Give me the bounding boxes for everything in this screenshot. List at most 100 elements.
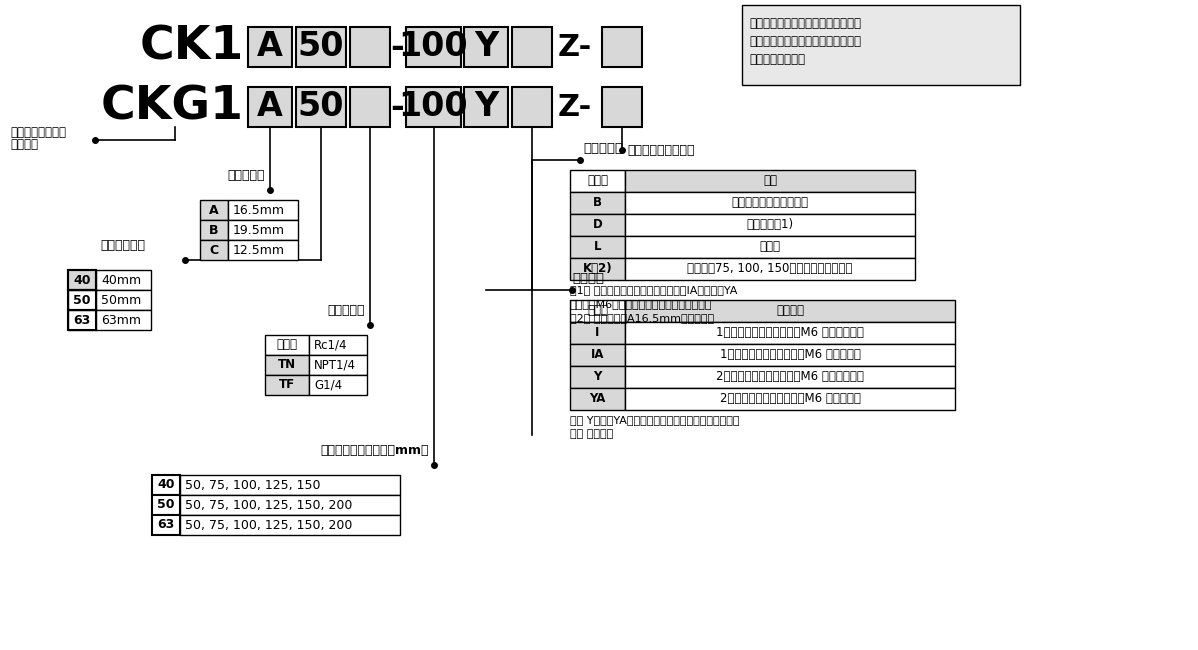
Text: ねじの種類: ねじの種類	[327, 304, 365, 317]
Text: B: B	[593, 196, 603, 209]
Bar	[96, 290, 151, 310]
Text: 1山ナックルジョイント（M6 タップ付）: 1山ナックルジョイント（M6 タップ付）	[720, 348, 860, 361]
Bar	[625, 170, 915, 192]
Bar	[464, 87, 508, 127]
Text: -: -	[391, 90, 404, 124]
Bar	[625, 236, 915, 258]
Text: 100: 100	[399, 31, 468, 64]
Text: IA: IA	[591, 348, 604, 361]
Bar	[512, 27, 552, 67]
Text: 40: 40	[157, 478, 175, 491]
Bar	[68, 310, 96, 330]
Text: 注） YおよびYAには、ナックルピン、割ピン、平座金: 注） YおよびYAには、ナックルピン、割ピン、平座金	[570, 415, 739, 425]
Bar	[296, 27, 346, 67]
Text: YA: YA	[589, 393, 606, 406]
Text: 50, 75, 100, 125, 150: 50, 75, 100, 125, 150	[184, 478, 321, 491]
Text: オートスイッチ用: オートスイッチ用	[10, 125, 66, 138]
Text: オーダーメイド仕様: オーダーメイド仕様	[627, 144, 695, 157]
Bar	[265, 355, 309, 375]
Bar	[406, 87, 461, 127]
Text: クレビス幅: クレビス幅	[228, 169, 265, 182]
Bar	[625, 300, 955, 322]
Bar	[570, 214, 625, 236]
Text: 100: 100	[399, 90, 468, 124]
Text: 標準付属: 標準付属	[570, 429, 613, 439]
Bar	[265, 335, 309, 355]
Bar	[152, 495, 180, 515]
Bar	[464, 27, 508, 67]
Text: L: L	[594, 240, 601, 254]
Text: ドグ金具注1): ドグ金具注1)	[746, 218, 793, 231]
Text: 無記号: 無記号	[587, 174, 609, 187]
Text: 63mm: 63mm	[101, 313, 141, 326]
Bar	[512, 87, 552, 127]
Text: オートスイッチ・オートスイッチ取: オートスイッチ・オートスイッチ取	[749, 17, 861, 30]
Text: 注2） クレビス幅A16.5mmのみ対応。: 注2） クレビス幅A16.5mmのみ対応。	[570, 313, 714, 323]
Text: A: A	[258, 90, 283, 124]
Text: 台座付（75, 100, 150ストローク用のみ）: 台座付（75, 100, 150ストローク用のみ）	[688, 263, 853, 276]
Bar	[248, 27, 292, 67]
Bar	[570, 258, 625, 280]
Text: -: -	[391, 31, 404, 64]
Bar	[68, 270, 96, 290]
Bar	[570, 366, 625, 388]
Text: 16.5mm: 16.5mm	[232, 203, 285, 216]
Bar	[180, 475, 400, 495]
Text: 付金具の手配につきましては下記を: 付金具の手配につきましては下記を	[749, 35, 861, 48]
Bar	[309, 335, 367, 355]
Bar	[625, 322, 955, 344]
Bar	[603, 87, 642, 127]
Text: Z-: Z-	[558, 92, 592, 122]
Bar	[96, 270, 151, 290]
Text: 12.5mm: 12.5mm	[232, 244, 285, 257]
Bar	[200, 200, 228, 220]
Bar	[68, 310, 96, 330]
Text: K注2): K注2)	[582, 263, 612, 276]
Bar	[570, 170, 625, 192]
Text: 50, 75, 100, 125, 150, 200: 50, 75, 100, 125, 150, 200	[184, 519, 352, 532]
Bar	[406, 27, 461, 67]
Text: TN: TN	[278, 359, 296, 372]
Text: A: A	[210, 203, 219, 216]
Text: 50: 50	[298, 31, 344, 64]
Bar	[350, 87, 391, 127]
Bar	[309, 375, 367, 395]
Bar	[296, 87, 346, 127]
Bar	[248, 87, 292, 127]
Text: I: I	[595, 326, 600, 339]
Text: なし: なし	[763, 174, 778, 187]
Text: Y: Y	[474, 90, 498, 124]
Bar	[152, 515, 180, 535]
Text: シリンダストローク（mm）: シリンダストローク（mm）	[320, 444, 429, 457]
Text: CK1: CK1	[140, 25, 244, 70]
Text: B: B	[210, 224, 219, 237]
Text: 63: 63	[73, 313, 91, 326]
Text: 40: 40	[73, 274, 91, 287]
Text: リミットスイッチ取付台: リミットスイッチ取付台	[732, 196, 809, 209]
Text: C: C	[210, 244, 218, 257]
Bar	[625, 258, 915, 280]
Bar	[265, 375, 309, 395]
Text: TF: TF	[279, 378, 295, 391]
Text: チューブ内径: チューブ内径	[99, 239, 145, 252]
Text: CKG1: CKG1	[101, 84, 244, 129]
Bar	[570, 236, 625, 258]
Bar	[68, 290, 96, 310]
Text: 無記号: 無記号	[587, 304, 609, 317]
Text: オプション: オプション	[583, 142, 623, 155]
Bar	[68, 270, 96, 290]
Text: 磁石内蔵: 磁石内蔵	[10, 138, 38, 151]
Bar	[570, 388, 625, 410]
Text: ご参照ください。: ご参照ください。	[749, 53, 805, 66]
Text: A: A	[258, 31, 283, 64]
Bar	[625, 366, 955, 388]
Bar	[228, 240, 298, 260]
Text: 金具なし: 金具なし	[776, 304, 804, 317]
Text: NPT1/4: NPT1/4	[314, 359, 356, 372]
Text: Y: Y	[593, 370, 601, 383]
Text: D: D	[593, 218, 603, 231]
Bar	[570, 192, 625, 214]
Bar	[228, 200, 298, 220]
Bar	[625, 344, 955, 366]
Bar	[625, 388, 955, 410]
